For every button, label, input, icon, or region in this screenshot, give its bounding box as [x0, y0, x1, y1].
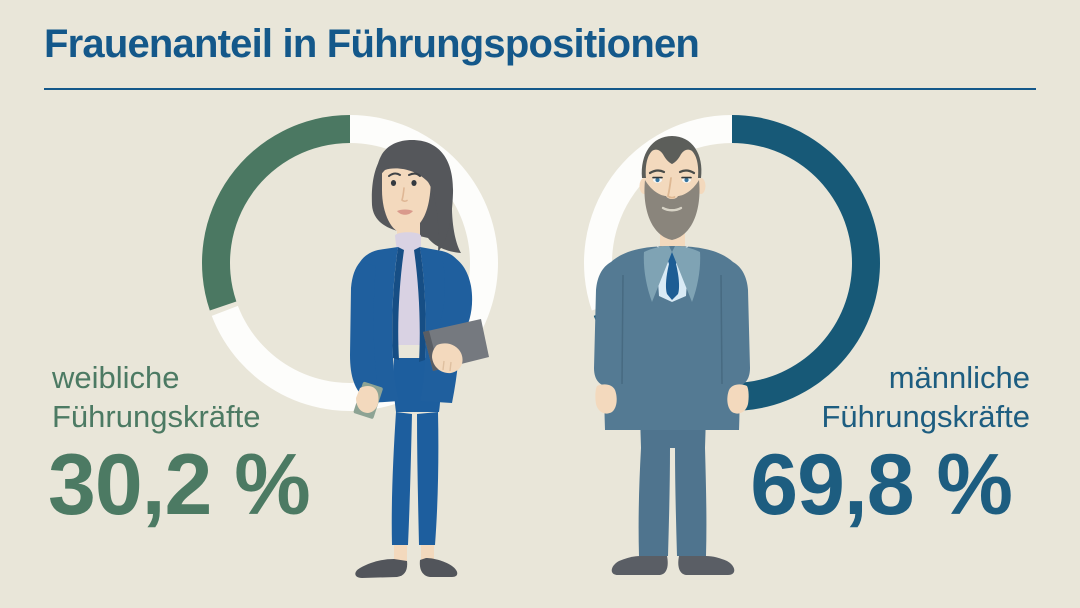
woman-hand-right [432, 343, 463, 374]
man-sleeve-left-seam [621, 274, 624, 385]
man-hair [641, 136, 702, 178]
woman-leg-left [391, 412, 412, 545]
man-illustration [594, 136, 750, 575]
female-share-arc [202, 115, 350, 311]
woman-lapel-left [392, 247, 404, 360]
man-jacket-torso [604, 246, 740, 430]
woman-sleeve-left [350, 262, 378, 392]
woman-illustration [350, 140, 489, 578]
female-stat: weibliche Führungskräfte 30,2 % [48, 358, 311, 528]
man-sleeve-right-seam [720, 274, 723, 385]
woman-ankle-left [394, 545, 407, 561]
man-eye-left-iris [655, 177, 660, 183]
woman-eye-right [411, 180, 417, 186]
female-stat-label-line1: weibliche [52, 360, 180, 395]
woman-shoe-right [419, 558, 458, 577]
woman-shoe-left [355, 559, 408, 578]
woman-hand-right-fingers [442, 360, 452, 372]
man-shoe-right [678, 556, 735, 575]
man-sleeve-right [721, 262, 750, 386]
woman-eye-left [390, 180, 397, 186]
woman-lips [397, 209, 413, 215]
man-lapel-right [672, 246, 701, 302]
male-stat-label-line1: männliche [888, 360, 1030, 395]
male-stat-label-line2: Führungskräfte [821, 399, 1031, 434]
man-lapel-left [643, 246, 672, 302]
female-stat-value: 30,2 % [48, 437, 311, 533]
male-stat: männliche Führungskräfte 69,8 % [750, 358, 1030, 528]
female-stat-label-line2: Führungskräfte [52, 399, 261, 434]
woman-hand-left [356, 386, 379, 413]
title-divider [44, 88, 1036, 90]
man-sleeve-left [594, 262, 623, 386]
man-mouth [661, 206, 683, 212]
man-leg-right [675, 448, 707, 556]
woman-leg-right [417, 412, 439, 545]
page-title: Frauenanteil in Führungspositionen [44, 22, 700, 66]
woman-bangs [376, 140, 454, 252]
woman-nose [401, 187, 408, 202]
man-nose [667, 177, 676, 199]
man-eyebrows [648, 169, 696, 175]
man-leg-left [638, 448, 670, 556]
man-shoe-left [611, 556, 668, 575]
female-donut-chart [202, 115, 499, 412]
man-hand-right [727, 384, 749, 414]
man-tie [665, 264, 680, 300]
man-eye-right-iris [684, 177, 689, 183]
male-stat-value: 69,8 % [750, 437, 1013, 533]
woman-eyebrows [388, 172, 421, 177]
woman-lapel-right [414, 247, 426, 362]
man-hand-left [595, 384, 617, 414]
woman-ankle-right [421, 545, 434, 561]
